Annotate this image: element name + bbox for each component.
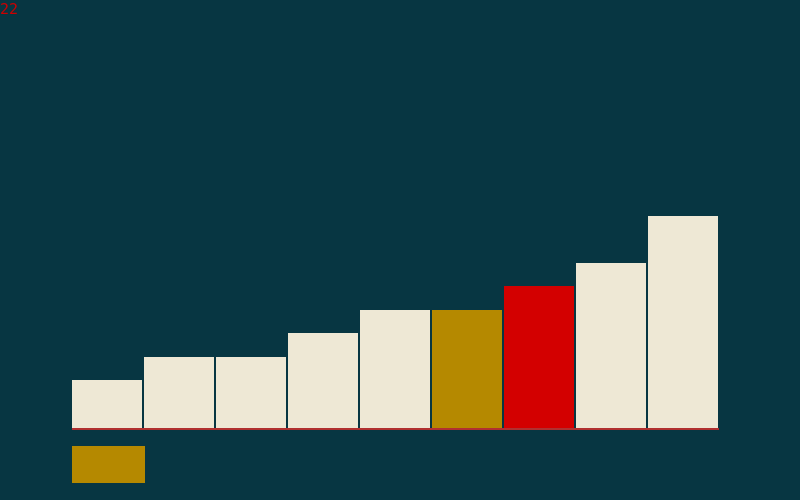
baseline [72,428,719,430]
bar-6 [432,310,502,428]
bar-2 [144,357,214,428]
bar-8 [576,263,646,428]
bar-9 [648,216,718,428]
bar-7 [504,286,574,428]
bar-1 [72,380,142,428]
bar-4 [288,333,358,428]
bar-5 [360,310,430,428]
held-element-slot [72,446,145,483]
step-counter: 22 [0,0,19,18]
bar-array [72,0,720,430]
bar-3 [216,357,286,428]
